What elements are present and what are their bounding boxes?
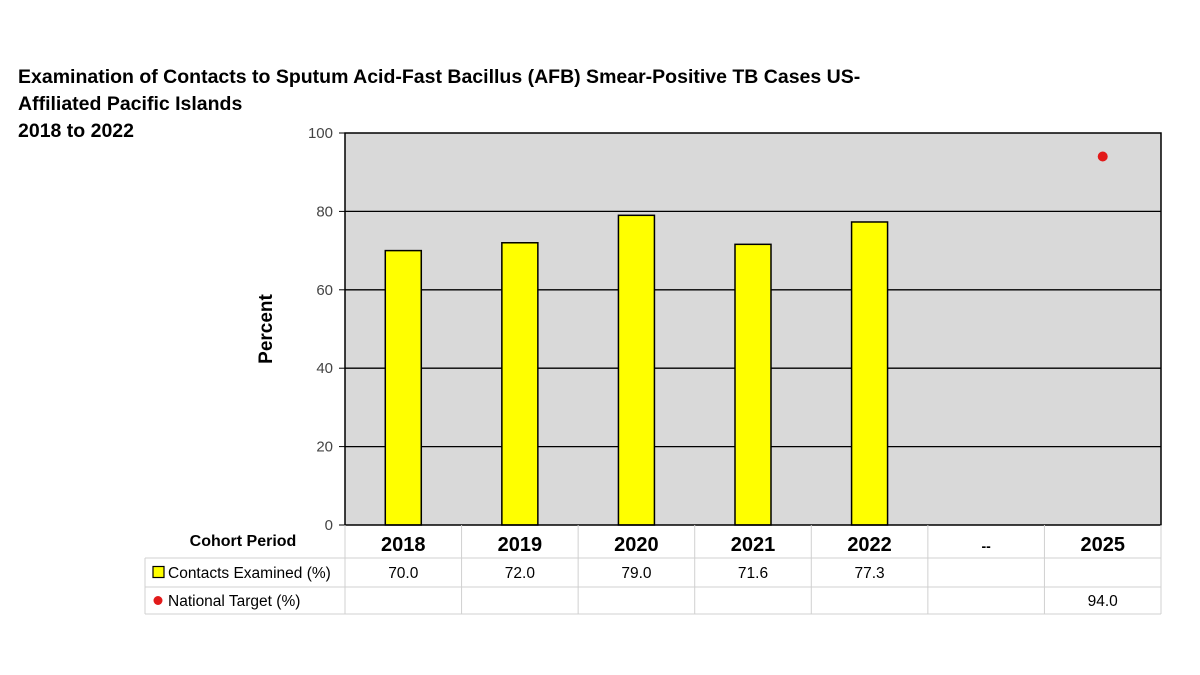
table-value: 72.0 xyxy=(505,565,536,582)
table-value: 70.0 xyxy=(388,565,419,582)
table-value: 79.0 xyxy=(621,565,652,582)
y-tick-label: 80 xyxy=(316,203,333,220)
category-label-5: -- xyxy=(981,538,991,554)
y-tick-label: 40 xyxy=(316,360,333,377)
y-tick-label: 100 xyxy=(308,125,333,142)
chart-title-line-3: 2018 to 2022 xyxy=(18,120,135,142)
table-value: 94.0 xyxy=(1088,593,1119,610)
target-point-2025 xyxy=(1097,151,1108,162)
y-tick-label: 0 xyxy=(325,517,333,534)
y-tick-label: 20 xyxy=(316,439,333,456)
bar-2020 xyxy=(617,214,656,526)
chart-title-line-2: Affiliated Pacific Islands xyxy=(18,93,243,115)
legend-key-bar xyxy=(152,565,165,579)
x-axis-label: Cohort Period xyxy=(190,533,297,550)
category-label-4: 2022 xyxy=(847,534,892,556)
bar-2019 xyxy=(501,242,539,526)
category-label-2: 2020 xyxy=(614,534,659,556)
chart-title-line-1: Examination of Contacts to Sputum Acid-F… xyxy=(18,66,861,88)
legend-label-1: National Target (%) xyxy=(168,593,300,610)
legend-label-0: Contacts Examined (%) xyxy=(168,565,331,582)
category-label-6: 2025 xyxy=(1080,534,1125,556)
table-value: 71.6 xyxy=(738,565,768,582)
bar-2022 xyxy=(850,221,889,526)
bar-2018 xyxy=(384,249,423,526)
plot-border xyxy=(344,132,1162,526)
category-label-1: 2019 xyxy=(498,534,543,556)
table-value: 77.3 xyxy=(854,565,884,582)
legend-key-point xyxy=(153,596,163,605)
bar-2021 xyxy=(734,243,772,526)
category-label-0: 2018 xyxy=(381,534,426,556)
chart-title: Examination of Contacts to Sputum Acid-F… xyxy=(18,64,978,145)
y-tick-label: 60 xyxy=(316,282,333,299)
category-label-3: 2021 xyxy=(731,534,776,556)
y-axis-label: Percent xyxy=(256,293,277,363)
